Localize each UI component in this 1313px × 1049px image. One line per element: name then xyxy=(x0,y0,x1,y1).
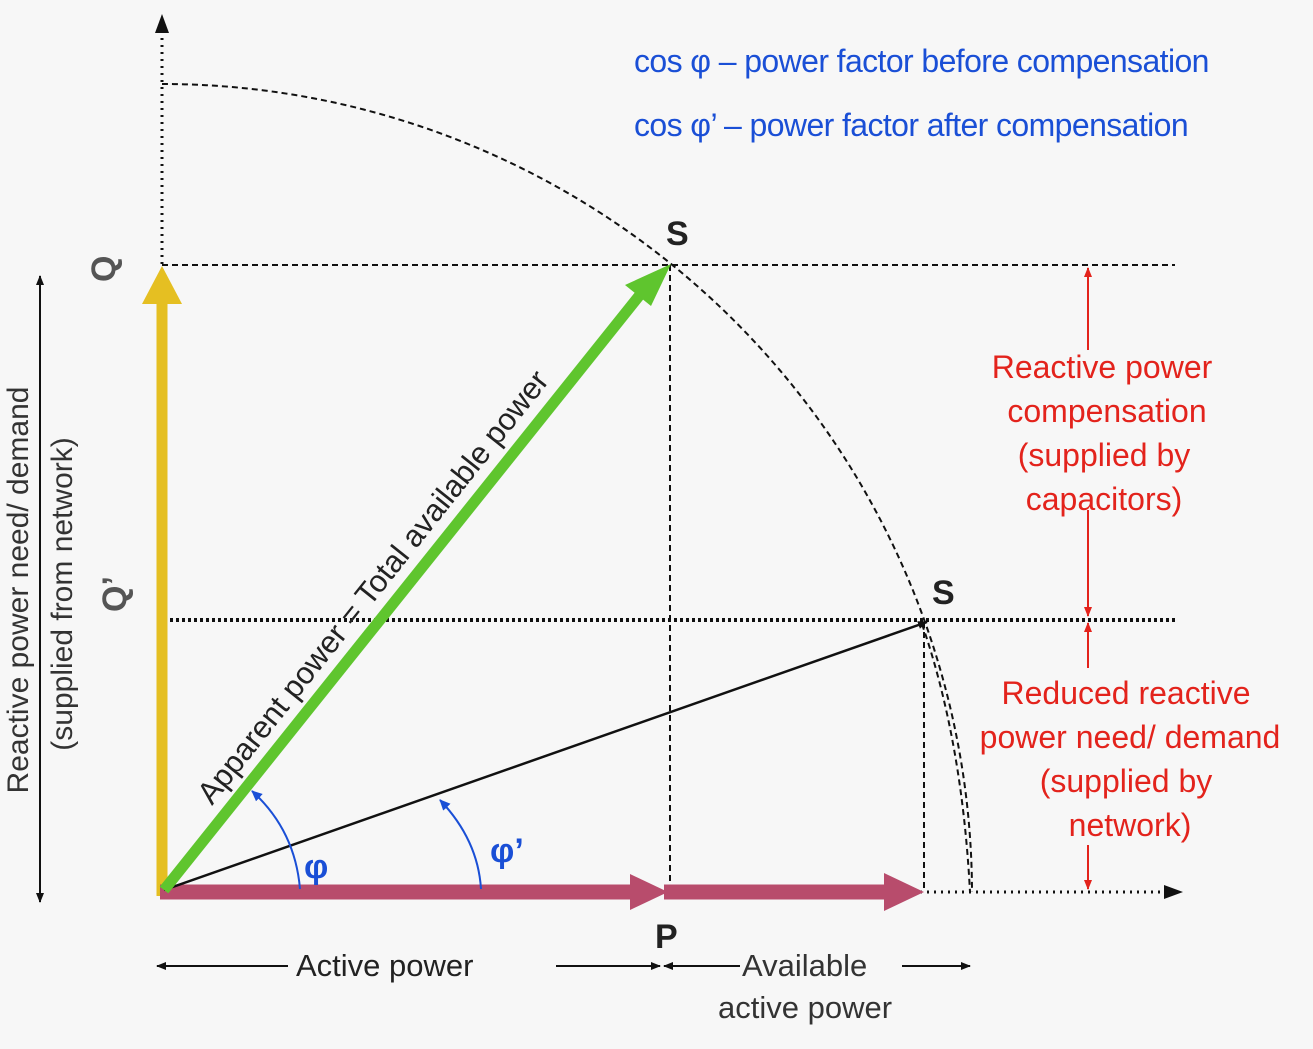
label-q: Q xyxy=(85,256,123,282)
phi-angle-arc xyxy=(251,790,301,890)
label-phi: φ xyxy=(304,848,328,886)
label-active-power: Active power xyxy=(296,948,473,983)
legend-after-compensation: cos φ’ – power factor after compensation xyxy=(634,107,1188,143)
apparent-power-arc xyxy=(161,83,973,893)
x-axis-arrowhead xyxy=(1164,885,1183,899)
available-power-arrowhead xyxy=(884,873,924,911)
label-available-line2: active power xyxy=(718,990,892,1025)
label-available-line1: Available xyxy=(742,948,867,983)
label-s-upper: S xyxy=(666,215,689,253)
compensation-text-3: (supplied by xyxy=(1018,437,1191,473)
reduced-text-2: power need/ demand xyxy=(980,719,1281,755)
label-s-lower: S xyxy=(932,574,955,612)
compensation-text-1: Reactive power xyxy=(992,349,1213,385)
phi-prime-angle-arc xyxy=(439,799,482,890)
reduced-text-1: Reduced reactive xyxy=(1001,675,1250,711)
label-p: P xyxy=(655,918,678,956)
y-axis-arrowhead xyxy=(155,14,169,33)
y-axis-label-line1: Reactive power need/ demand xyxy=(2,387,35,794)
label-q-prime: Q’ xyxy=(96,576,134,612)
active-power-arrowhead xyxy=(630,874,668,910)
reduced-text-3: (supplied by xyxy=(1040,763,1213,799)
compensation-text-4: capacitors) xyxy=(1026,481,1183,517)
reduced-text-4: network) xyxy=(1069,807,1192,843)
reduced-arc xyxy=(921,623,971,893)
legend-before-compensation: cos φ – power factor before compensation xyxy=(634,43,1209,79)
reactive-power-arrowhead xyxy=(142,266,182,304)
reduced-apparent-power-vector xyxy=(163,620,928,892)
compensation-text-2: compensation xyxy=(1007,393,1206,429)
label-phi-prime: φ’ xyxy=(490,832,524,870)
label-apparent-power: Apparent power = Total available power xyxy=(190,364,556,811)
apparent-power-arrow xyxy=(159,287,648,894)
apparent-power-arrowhead xyxy=(625,264,671,306)
y-axis-label-line2: (supplied from network) xyxy=(46,437,79,750)
